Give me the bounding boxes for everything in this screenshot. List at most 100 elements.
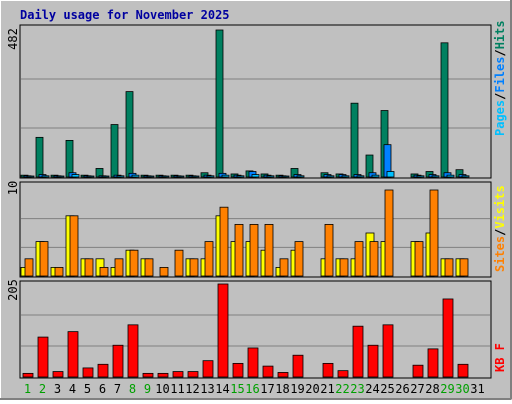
day-label: 22 — [335, 382, 349, 396]
kbytes-bar-kb-f — [442, 298, 454, 378]
hits-bar-pages — [371, 174, 380, 178]
kbytes-bar-kb-f — [22, 372, 34, 378]
hits-legend: Pages/Files/Hits — [493, 20, 507, 136]
kbytes-bar-kb-f — [187, 371, 199, 378]
hits-bar-pages — [251, 174, 260, 178]
visits-bar-sites — [459, 258, 469, 277]
kbytes-bar-kb-f — [292, 354, 304, 378]
legend-sites: Sites — [493, 236, 507, 272]
kbytes-bar-kb-f — [142, 372, 154, 378]
day-label: 13 — [200, 382, 214, 396]
visits-bar-sites — [114, 258, 124, 277]
hits-bar-pages — [161, 175, 170, 178]
kbytes-bar-kb-f — [352, 325, 364, 378]
visits-bar-sites — [129, 249, 139, 277]
legend-files: Files — [493, 57, 507, 93]
visits-legend: Sites/Visits — [493, 185, 507, 272]
hits-bar-pages — [41, 175, 50, 178]
kbytes-bar-kb-f — [262, 365, 274, 378]
day-label: 3 — [54, 382, 61, 396]
kbytes-bar-kb-f — [412, 364, 424, 378]
day-label: 16 — [245, 382, 259, 396]
hits-bar-pages — [326, 175, 335, 178]
kbytes-bar-kb-f — [247, 347, 259, 378]
visits-bar-sites — [429, 189, 439, 277]
visits-bar-sites — [54, 266, 64, 277]
day-label: 10 — [155, 382, 169, 396]
day-label: 25 — [380, 382, 394, 396]
visits-bar-sites — [249, 223, 259, 277]
hits-bar-hits — [125, 91, 134, 178]
visits-bar-sites — [144, 258, 154, 277]
visits-bar-sites — [99, 266, 109, 277]
hits-bar-hits — [350, 102, 359, 178]
day-label: 24 — [365, 382, 379, 396]
day-label: 5 — [84, 382, 91, 396]
kbytes-bar-kb-f — [457, 363, 469, 378]
day-label: 26 — [395, 382, 409, 396]
day-label: 27 — [410, 382, 424, 396]
kbytes-bar-kb-f — [127, 324, 139, 378]
day-label: 31 — [470, 382, 484, 396]
x-axis-day-labels: 1 2 3 4 5 6 7 8 9 10 11 12 13 14 15 16 17 18 19 20 21 22 23 24 2… — [24, 382, 485, 396]
kbytes-bar-kb-f — [67, 331, 79, 378]
kbytes-bar-kb-f — [112, 344, 124, 378]
kbytes-bar-kb-f — [337, 370, 349, 378]
visits-bar-sites — [354, 241, 364, 277]
day-label: 15 — [230, 382, 244, 396]
chart-title: Daily usage for November 2025 — [20, 8, 230, 22]
hits-bar-pages — [56, 175, 65, 178]
visits-bar-sites — [234, 223, 244, 277]
hits-bar-pages — [176, 175, 185, 178]
hits-bar-pages — [116, 175, 125, 178]
visits-bar-sites — [174, 249, 184, 277]
day-label: 6 — [99, 382, 106, 396]
day-label: 18 — [275, 382, 289, 396]
day-label: 28 — [425, 382, 439, 396]
day-label: 9 — [144, 382, 151, 396]
hits-bar-pages — [431, 175, 440, 178]
hits-bar-hits — [65, 140, 74, 178]
day-label: 1 — [24, 382, 31, 396]
hits-bar-pages — [236, 175, 245, 178]
visits-bar-sites — [324, 223, 334, 277]
hits-bar-pages — [131, 174, 140, 178]
day-label: 17 — [260, 382, 274, 396]
visits-bar-sites — [159, 266, 169, 277]
legend-visits: Visits — [493, 185, 507, 228]
visits-ymax-label: 10 — [6, 181, 20, 195]
visits-bar-sites — [219, 206, 229, 277]
day-label: 29 — [440, 382, 454, 396]
day-label: 12 — [185, 382, 199, 396]
hits-bar-pages — [101, 175, 110, 178]
visits-bar-sites — [39, 241, 49, 277]
day-label: 19 — [290, 382, 304, 396]
kbytes-bar-kb-f — [52, 371, 64, 378]
hits-bar-hits — [440, 42, 449, 178]
kbytes-bar-kb-f — [277, 372, 289, 378]
visits-bar-sites — [204, 241, 214, 277]
hits-bar-pages — [356, 175, 365, 178]
visits-bar-sites — [294, 241, 304, 277]
kbytes-bar-kb-f — [382, 324, 394, 378]
kbytes-bar-kb-f — [37, 336, 49, 378]
day-label: 21 — [320, 382, 334, 396]
hits-bar-pages — [416, 175, 425, 178]
bar-marks — [20, 29, 470, 378]
visits-bar-sites — [414, 241, 424, 277]
visits-bar-sites — [369, 241, 379, 277]
kbytes-ymax-label: 205 — [6, 279, 20, 301]
kbytes-bar-kb-f — [82, 367, 94, 378]
hits-bar-pages — [71, 174, 80, 178]
day-label: 14 — [215, 382, 229, 396]
visits-bar-sites — [384, 189, 394, 277]
hits-bar-hits — [215, 29, 224, 178]
kbytes-bar-kb-f — [202, 360, 214, 378]
kbytes-bar-kb-f — [322, 362, 334, 378]
hits-bar-pages — [386, 171, 395, 178]
legend-sep-1: / — [493, 93, 507, 100]
legend-sep-2: / — [493, 49, 507, 56]
hits-bar-pages — [191, 175, 200, 178]
